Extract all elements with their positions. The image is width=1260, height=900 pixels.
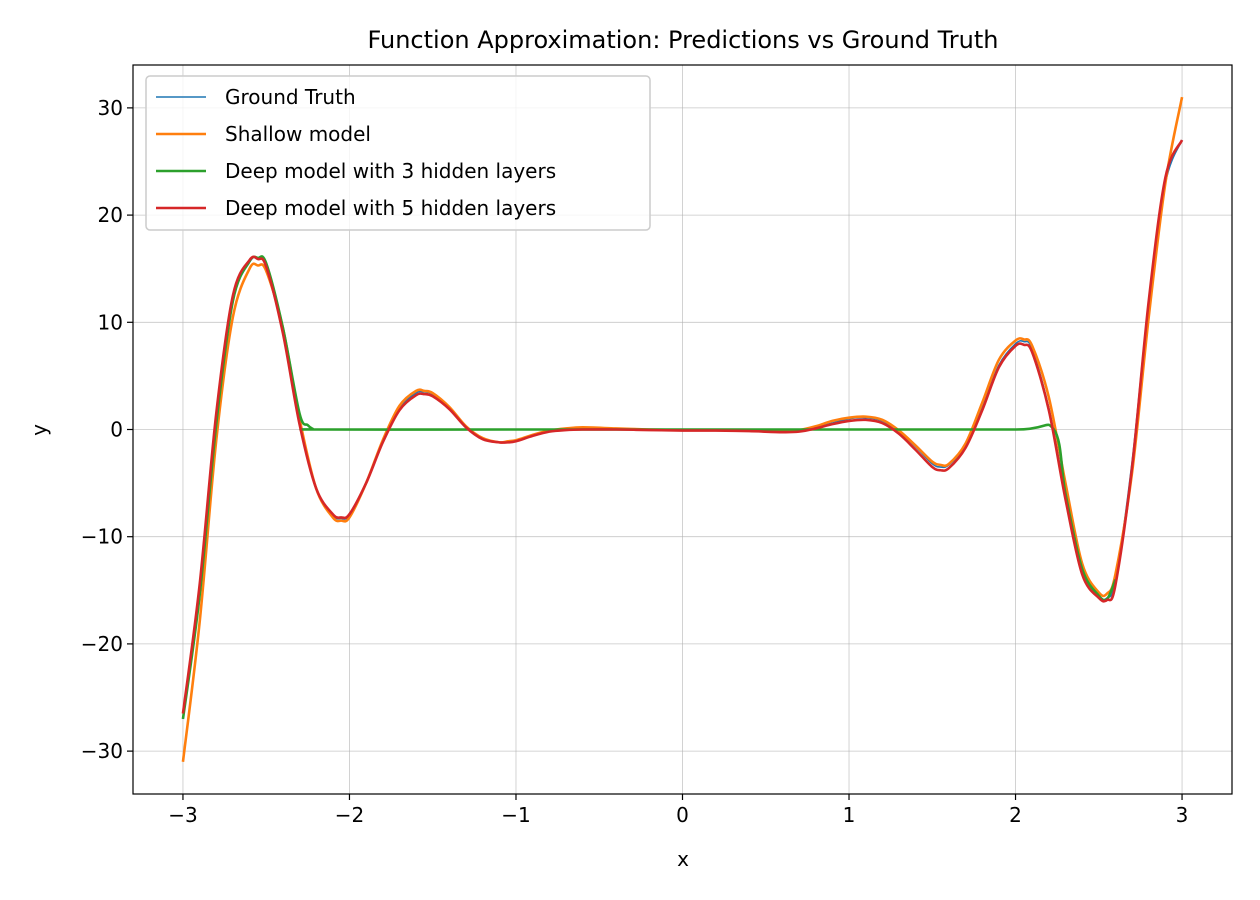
x-tick-label: 3	[1176, 803, 1189, 827]
legend-box	[145, 75, 651, 231]
y-tick-label: 0	[110, 418, 123, 442]
x-tick-label: 0	[676, 803, 689, 827]
x-axis-label: x	[677, 847, 689, 871]
x-tick-label: −3	[168, 803, 197, 827]
y-tick-label: 10	[98, 310, 123, 334]
series-layer	[181, 96, 1184, 762]
series-line-4	[181, 139, 1184, 714]
chart-title: Function Approximation: Predictions vs G…	[368, 26, 999, 54]
legend: Ground Truth Shallow model Deep model with…	[145, 75, 651, 231]
y-tick-label: −10	[81, 525, 123, 549]
x-tick-label: −2	[335, 803, 364, 827]
x-tick-label: 1	[843, 803, 856, 827]
y-tick-label: −20	[81, 632, 123, 656]
y-axis-label: y	[27, 424, 51, 436]
y-tick-label: −30	[81, 739, 123, 763]
y-tick-label: 30	[98, 96, 123, 120]
x-axis-ticks: −3 −2 −1 0 1 2 3	[168, 794, 1188, 827]
x-tick-label: −1	[501, 803, 530, 827]
y-tick-label: 20	[98, 203, 123, 227]
legend-label-3: Deep model with 3 hidden layers	[225, 159, 556, 183]
legend-label-4: Deep model with 5 hidden layers	[225, 196, 556, 220]
x-tick-label: 2	[1009, 803, 1022, 827]
plot-area	[181, 96, 1184, 762]
legend-label-2: Shallow model	[225, 122, 371, 146]
y-axis-ticks: −30 −20 −10 0 10 20 30	[81, 96, 133, 763]
legend-label-1: Ground Truth	[225, 85, 356, 109]
